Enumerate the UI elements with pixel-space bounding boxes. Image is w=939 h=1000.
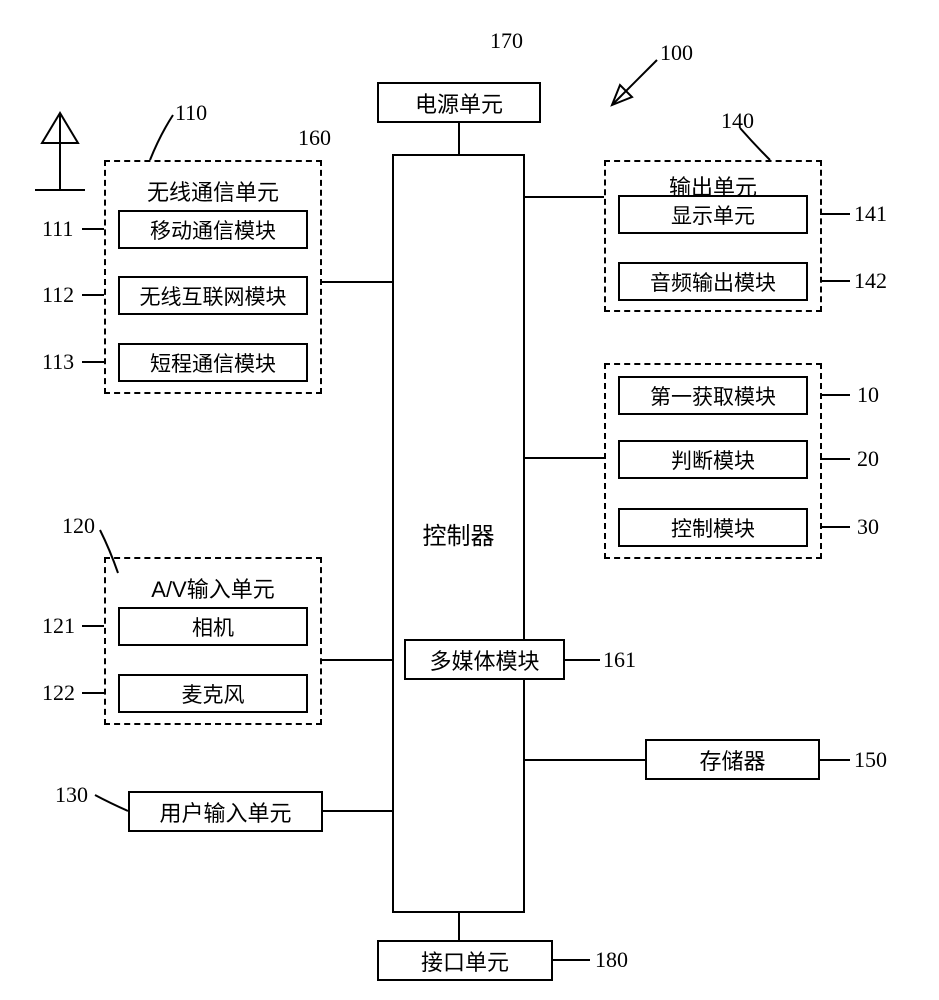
ref-122: 122 <box>42 680 75 706</box>
block-user-input: 用户输入单元 <box>128 791 323 832</box>
ref-150: 150 <box>854 747 887 773</box>
ref-113: 113 <box>42 349 74 375</box>
ref-111: 111 <box>42 216 73 242</box>
title-wireless-unit: 无线通信单元 <box>106 175 320 207</box>
block-short-range: 短程通信模块 <box>118 343 308 382</box>
ref-140: 140 <box>721 108 754 134</box>
ref-30: 30 <box>857 514 879 540</box>
ref-10: 10 <box>857 382 879 408</box>
ref-170: 170 <box>490 28 523 54</box>
block-power-unit: 电源单元 <box>377 82 541 123</box>
block-multimedia: 多媒体模块 <box>404 639 565 680</box>
ref-180: 180 <box>595 947 628 973</box>
block-interface-unit: 接口单元 <box>377 940 553 981</box>
block-first-acquire: 第一获取模块 <box>618 376 808 415</box>
ref-121: 121 <box>42 613 75 639</box>
title-av-input: A/V输入单元 <box>106 572 320 604</box>
block-memory: 存储器 <box>645 739 820 780</box>
ref-110: 110 <box>175 100 207 126</box>
block-control: 控制模块 <box>618 508 808 547</box>
ref-160: 160 <box>298 125 331 151</box>
block-microphone: 麦克风 <box>118 674 308 713</box>
ref-142: 142 <box>854 268 887 294</box>
block-audio-output: 音频输出模块 <box>618 262 808 301</box>
block-display-unit: 显示单元 <box>618 195 808 234</box>
ref-100: 100 <box>660 40 693 66</box>
ref-161: 161 <box>603 647 636 673</box>
ref-141: 141 <box>854 201 887 227</box>
block-controller: 控制器 <box>392 154 525 913</box>
ref-130: 130 <box>55 782 88 808</box>
ref-120: 120 <box>62 513 95 539</box>
diagram-canvas: 170 100 110 160 140 111 112 113 141 142 … <box>0 0 939 1000</box>
block-mobile-comm: 移动通信模块 <box>118 210 308 249</box>
ref-20: 20 <box>857 446 879 472</box>
block-camera: 相机 <box>118 607 308 646</box>
block-wireless-internet: 无线互联网模块 <box>118 276 308 315</box>
ref-112: 112 <box>42 282 74 308</box>
block-judge: 判断模块 <box>618 440 808 479</box>
